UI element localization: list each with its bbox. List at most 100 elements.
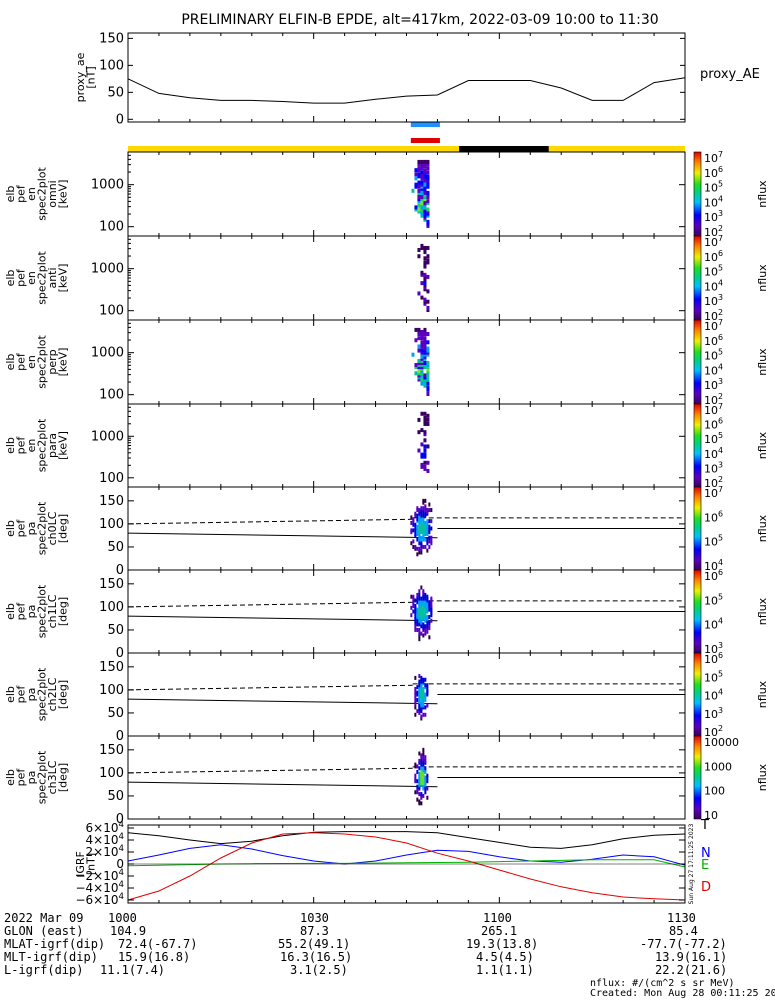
pa-spectrogram-cell [418,759,420,763]
ylabel-spec2plot-perp-5: [keV] [57,348,70,377]
pa-spectrogram-cell [422,506,424,510]
pa-spectrogram-cell [422,763,424,767]
colorbar-tick-spec2plot-ch2LC-1: 105 [704,669,723,684]
spectrogram-cell [417,203,420,207]
pa-spectrogram-cell [416,685,418,689]
side-timestamp: Sun Aug 27 17:11:25 2023 [688,824,695,905]
pa-spectrogram-cell [424,545,426,549]
pa-spectrogram-cell [424,713,426,717]
pa-spectrogram-cell [418,622,420,626]
tl-l-2: 1.1(1.1) [476,964,534,977]
pa-spectrogram-cell [424,597,426,601]
ylabel-spec2plot-anti-5: [keV] [57,264,70,293]
ytick-label-pa-5-100: 100 [99,517,124,532]
pa-spectrogram-cell [418,680,420,684]
ylabel-spec2plot-omni-5: [keV] [57,180,70,209]
pa-spectrogram-cell [424,525,426,529]
spectrogram-cell [414,328,417,332]
ylabel-spec2plot-ch3LC-5: [deg] [57,763,70,792]
spectrogram-cell [426,392,429,396]
pa-spectrogram-cell [420,759,422,763]
ytick-label-pa-5-150: 150 [99,494,124,509]
spectrogram-cell [420,281,423,285]
spectrogram-cell [426,340,429,344]
spectrogram-cell [423,449,426,453]
pa-spectrogram-cell [418,632,420,636]
pa-spectrogram-cell [418,766,420,770]
pa-spectrogram-cell [424,521,426,525]
ytick-label-pa-8-150: 150 [99,743,124,758]
pa-spectrogram-cell [418,792,420,796]
spectrogram-cell [426,461,429,465]
pa-spectrogram-cell [422,704,424,708]
pa-spectrogram-cell [416,611,418,615]
footer-created: Created: Mon Aug 28 00:11:25 2023 [590,988,775,999]
spectrogram-cell [414,363,417,367]
pa-spectrogram-cell [420,586,422,590]
pa-spectrogram-cell [430,536,432,540]
pa-spectrogram-cell [424,776,426,780]
ytick-label-pa-8-50: 50 [107,789,124,804]
pa-spectrogram-cell [410,515,412,519]
colorbar-tick-spec2plot-anti-1: 106 [704,249,723,264]
pa-spectrogram-cell [426,602,428,606]
pa-spectrogram-cell [422,766,424,770]
pa-spectrogram-cell [422,678,424,682]
spectrogram-cell [423,361,426,365]
pa-spectrogram-cell [420,763,422,767]
ytick-label-energy-2-100: 100 [99,304,124,319]
pa-spectrogram-cell [422,687,424,691]
sunlit-strip-2 [549,146,685,152]
pa-spectrogram-cell [428,545,430,549]
pa-spectrogram-cell [414,774,416,778]
pa-spectrogram-cell [414,523,416,527]
pa-spectrogram-cell [412,600,414,604]
ytick-label-energy-1-1000: 1000 [91,178,124,193]
pa-spectrogram-cell [416,785,418,789]
spectrogram-cell [426,289,429,293]
colorbar-tick-spec2plot-ch1LC-2: 104 [704,617,723,632]
spectrogram-cell [417,449,420,453]
pa-spectrogram-cell [424,698,426,702]
spectrogram-cell [423,246,426,250]
ylabel-spec2plot-ch2LC-5: [deg] [57,680,70,709]
pa-spectrogram-cell [416,506,418,510]
ytick-label-energy-1-100: 100 [99,220,124,235]
tl-l-0: 11.1(7.4) [100,964,165,977]
pa-spectrogram-cell [416,597,418,601]
colorbar-tick-spec2plot-perp-3: 104 [704,362,723,377]
ytick-label-proxy-100: 100 [99,58,124,73]
colorbar-tick-spec2plot-ch0LC-1: 106 [704,509,723,524]
spectrogram-cell [417,189,420,193]
pa-spectrogram-cell [414,604,416,608]
pa-spectrogram-cell [420,597,422,601]
pa-spectrogram-cell [412,604,414,608]
pa-spectrogram-cell [426,549,428,553]
spectrogram-cell [417,328,420,332]
pa-spectrogram-cell [418,589,420,593]
pa-spectrogram-cell [410,541,412,545]
spectrogram-cell [417,254,420,258]
science-zone-red-bar [411,138,440,143]
spectrogram-cell [417,336,420,340]
ytick-label-energy-3-1000: 1000 [91,346,124,361]
pa-spectrogram-cell [416,608,418,612]
spectrogram-cell [414,183,417,187]
colorbar-tick-spec2plot-omni-3: 104 [704,194,723,209]
pa-spectrogram-cell [414,512,416,516]
pa-spectrogram-cell [414,790,416,794]
colorbar-tick-spec2plot-para-1: 106 [704,417,723,432]
spectrogram-cell [420,453,423,457]
pa-spectrogram-cell [418,628,420,632]
pa-spectrogram-cell [420,683,422,687]
pa-spectrogram-cell [426,519,428,523]
spectrogram-cell [417,349,420,353]
pa-spectrogram-cell [412,595,414,599]
colorbar-spec2plot-anti [694,236,701,320]
pa-spectrogram-cell [424,693,426,697]
pa-spectrogram-cell [426,608,428,612]
pa-spectrogram-cell [426,683,428,687]
ytick-label-pa-5-0: 0 [116,563,124,578]
colorbar-tick-spec2plot-para-3: 104 [704,446,723,461]
spectrogram-cell [417,344,420,348]
